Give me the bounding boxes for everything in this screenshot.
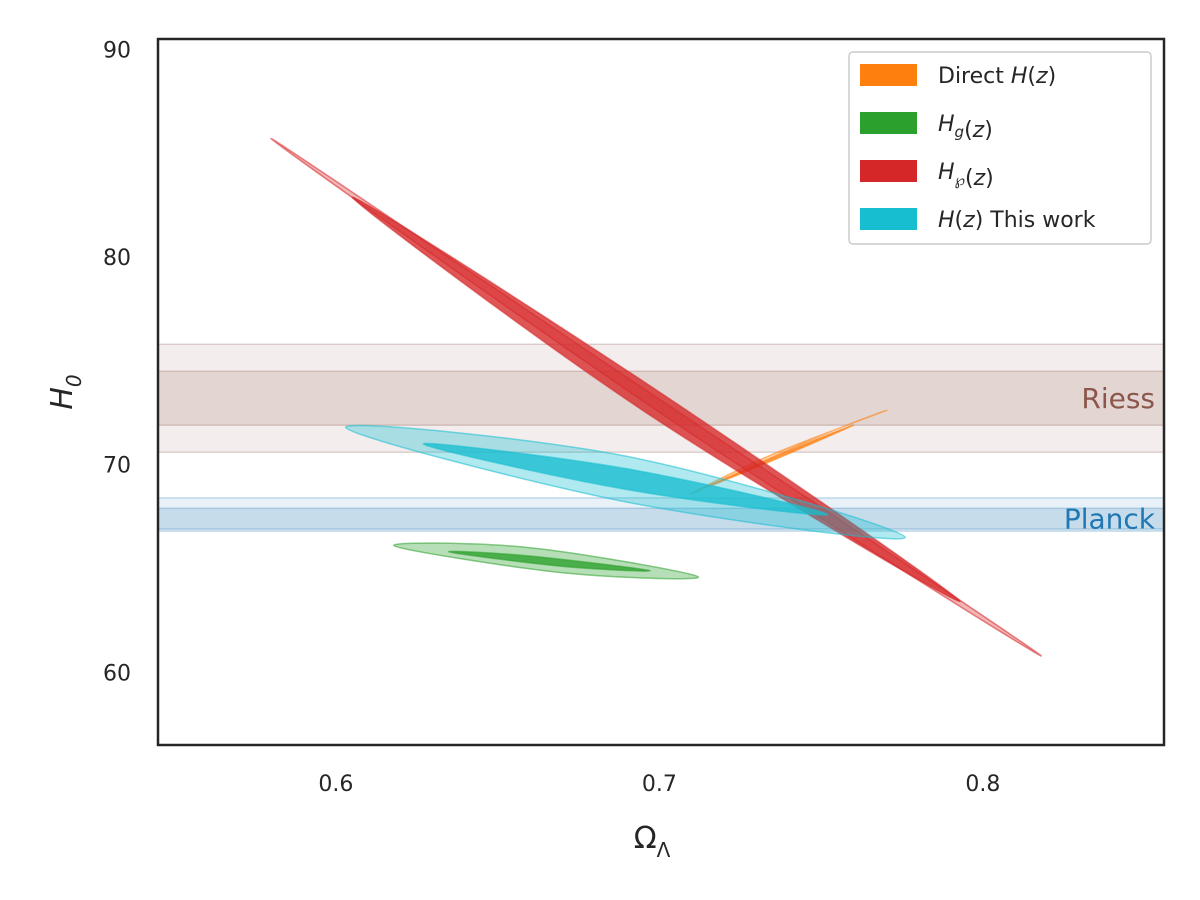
legend-swatch: [860, 160, 917, 182]
series-2-contour-1sigma: [448, 550, 651, 572]
x-axis-label: ΩΛ: [634, 821, 671, 862]
legend-frame: [848, 51, 1152, 245]
planck-band-label: Planck: [1064, 503, 1156, 536]
y-tick-label: 80: [103, 246, 131, 271]
legend-label: H(z) This work: [938, 208, 1096, 233]
y-tick-label: 90: [103, 38, 131, 63]
legend-swatch: [860, 208, 917, 230]
y-axis-label: H0: [45, 374, 86, 409]
series-4-contours: [344, 424, 906, 540]
plot-frame: [156, 37, 1166, 747]
legend-swatch: [860, 112, 917, 134]
series-3-contours: [270, 137, 1042, 657]
legend: Direct H(z) Hg(z) H℘(z) H(z) This work: [848, 51, 1152, 245]
series-3-contour-1sigma: [351, 196, 961, 603]
planck-band-2sigma: [158, 497, 1164, 532]
y-tick-label: 60: [103, 661, 131, 686]
x-axis-ticks: 0.6 0.7 0.8: [318, 772, 1000, 797]
riess-band-label: Riess: [1081, 382, 1155, 415]
legend-label: Direct H(z): [938, 64, 1056, 89]
band-labels: Riess Planck: [1064, 382, 1156, 535]
series-4-contour-1sigma: [422, 442, 829, 516]
legend-swatch: [860, 64, 917, 86]
contour-layer: [270, 137, 1042, 657]
planck-band-1sigma: [158, 507, 1164, 530]
legend-label: H℘(z): [938, 160, 994, 191]
x-tick-label: 0.8: [965, 772, 1000, 797]
legend-label: Hg(z): [938, 112, 993, 143]
x-tick-label: 0.7: [642, 772, 677, 797]
x-tick-label: 0.6: [318, 772, 353, 797]
series-2-contours: [393, 542, 699, 580]
y-tick-label: 70: [103, 454, 131, 479]
y-axis-ticks: 60 70 80 90: [103, 38, 131, 686]
